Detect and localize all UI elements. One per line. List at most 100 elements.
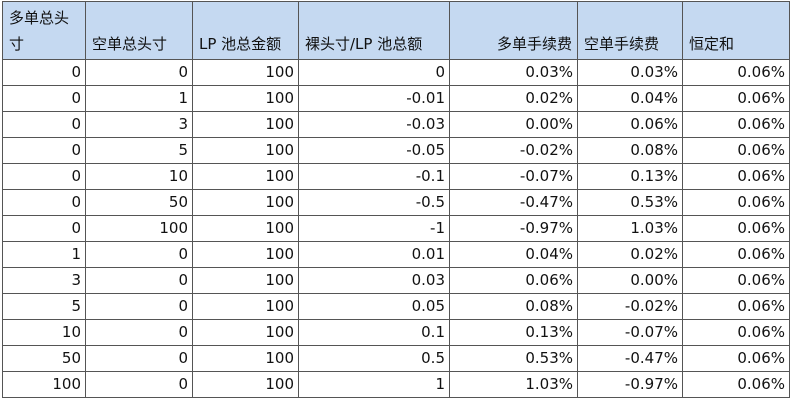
short-fee-cell: -0.97% [577,371,683,398]
short-total-position-cell: 0 [85,59,193,86]
long-total-position-cell: 50 [2,345,86,372]
long-fee-cell: 0.04% [449,241,578,268]
short-total-position-cell: 3 [85,111,193,138]
short-total-position-cell: 0 [85,293,193,320]
short-total-position-cell: 10 [85,163,193,190]
long-fee-cell: -0.47% [449,189,578,216]
short-total-position-cell: 5 [85,137,193,164]
table-row: 0 1 100 -0.01 0.02% 0.04% 0.06% [2,85,790,112]
lp-pool-total-cell: 100 [192,163,299,190]
lp-pool-total-cell: 100 [192,215,299,242]
table-row: 0 0 100 0 0.03% 0.03% 0.06% [2,59,790,86]
short-total-position-cell: 0 [85,267,193,294]
short-fee-cell: 1.03% [577,215,683,242]
constant-sum-cell: 0.06% [682,319,790,346]
long-total-position-cell: 5 [2,293,86,320]
short-total-position-cell: 100 [85,215,193,242]
long-total-position-cell: 100 [2,371,86,398]
table-row: 50 0 100 0.5 0.53% -0.47% 0.06% [2,345,790,372]
long-fee-cell: -0.97% [449,215,578,242]
net-position-ratio-cell: 1 [298,371,450,398]
header-row: 多单总头寸 空单总头寸 LP 池总金额 裸头寸/LP 池总额 多单手续费 空单手… [2,1,790,60]
net-position-ratio-cell: 0.01 [298,241,450,268]
long-total-position-cell: 0 [2,137,86,164]
net-position-ratio-cell: -0.05 [298,137,450,164]
long-fee-cell: 0.13% [449,319,578,346]
long-fee-cell: 1.03% [449,371,578,398]
fee-table: 多单总头寸 空单总头寸 LP 池总金额 裸头寸/LP 池总额 多单手续费 空单手… [2,1,790,398]
short-fee-cell: -0.02% [577,293,683,320]
header-net-position-ratio: 裸头寸/LP 池总额 [298,1,450,60]
lp-pool-total-cell: 100 [192,345,299,372]
lp-pool-total-cell: 100 [192,85,299,112]
short-total-position-cell: 0 [85,345,193,372]
short-fee-cell: 0.06% [577,111,683,138]
constant-sum-cell: 0.06% [682,215,790,242]
long-fee-cell: 0.06% [449,267,578,294]
table-row: 0 3 100 -0.03 0.00% 0.06% 0.06% [2,111,790,138]
short-fee-cell: 0.53% [577,189,683,216]
net-position-ratio-cell: 0 [298,59,450,86]
header-long-total-position: 多单总头寸 [2,1,86,60]
lp-pool-total-cell: 100 [192,59,299,86]
short-fee-cell: 0.04% [577,85,683,112]
lp-pool-total-cell: 100 [192,319,299,346]
table-row: 0 5 100 -0.05 -0.02% 0.08% 0.06% [2,137,790,164]
constant-sum-cell: 0.06% [682,371,790,398]
header-long-fee: 多单手续费 [449,1,578,60]
net-position-ratio-cell: 0.1 [298,319,450,346]
constant-sum-cell: 0.06% [682,137,790,164]
constant-sum-cell: 0.06% [682,241,790,268]
short-fee-cell: 0.13% [577,163,683,190]
header-short-total-position: 空单总头寸 [85,1,193,60]
constant-sum-cell: 0.06% [682,59,790,86]
net-position-ratio-cell: 0.5 [298,345,450,372]
net-position-ratio-cell: -0.1 [298,163,450,190]
constant-sum-cell: 0.06% [682,189,790,216]
lp-pool-total-cell: 100 [192,267,299,294]
table-row: 10 0 100 0.1 0.13% -0.07% 0.06% [2,319,790,346]
short-total-position-cell: 0 [85,371,193,398]
constant-sum-cell: 0.06% [682,85,790,112]
long-fee-cell: 0.02% [449,85,578,112]
constant-sum-cell: 0.06% [682,163,790,190]
net-position-ratio-cell: -1 [298,215,450,242]
net-position-ratio-cell: -0.01 [298,85,450,112]
long-total-position-cell: 0 [2,111,86,138]
table-row: 5 0 100 0.05 0.08% -0.02% 0.06% [2,293,790,320]
lp-pool-total-cell: 100 [192,189,299,216]
long-fee-cell: 0.03% [449,59,578,86]
short-fee-cell: 0.02% [577,241,683,268]
table-row: 0 50 100 -0.5 -0.47% 0.53% 0.06% [2,189,790,216]
net-position-ratio-cell: -0.03 [298,111,450,138]
long-total-position-cell: 0 [2,163,86,190]
lp-pool-total-cell: 100 [192,111,299,138]
lp-pool-total-cell: 100 [192,241,299,268]
table-row: 3 0 100 0.03 0.06% 0.00% 0.06% [2,267,790,294]
long-total-position-cell: 0 [2,85,86,112]
short-fee-cell: -0.47% [577,345,683,372]
net-position-ratio-cell: 0.05 [298,293,450,320]
lp-pool-total-cell: 100 [192,371,299,398]
short-fee-cell: -0.07% [577,319,683,346]
long-total-position-cell: 1 [2,241,86,268]
header-short-fee: 空单手续费 [577,1,683,60]
long-fee-cell: 0.08% [449,293,578,320]
short-total-position-cell: 0 [85,241,193,268]
net-position-ratio-cell: 0.03 [298,267,450,294]
short-total-position-cell: 0 [85,319,193,346]
lp-pool-total-cell: 100 [192,137,299,164]
header-constant-sum: 恒定和 [682,1,790,60]
long-fee-cell: 0.00% [449,111,578,138]
table-row: 100 0 100 1 1.03% -0.97% 0.06% [2,371,790,398]
long-total-position-cell: 10 [2,319,86,346]
constant-sum-cell: 0.06% [682,267,790,294]
long-fee-cell: 0.53% [449,345,578,372]
long-total-position-cell: 3 [2,267,86,294]
short-fee-cell: 0.08% [577,137,683,164]
long-total-position-cell: 0 [2,215,86,242]
header-lp-pool-total: LP 池总金额 [192,1,299,60]
net-position-ratio-cell: -0.5 [298,189,450,216]
table-row: 0 10 100 -0.1 -0.07% 0.13% 0.06% [2,163,790,190]
long-fee-cell: -0.07% [449,163,578,190]
